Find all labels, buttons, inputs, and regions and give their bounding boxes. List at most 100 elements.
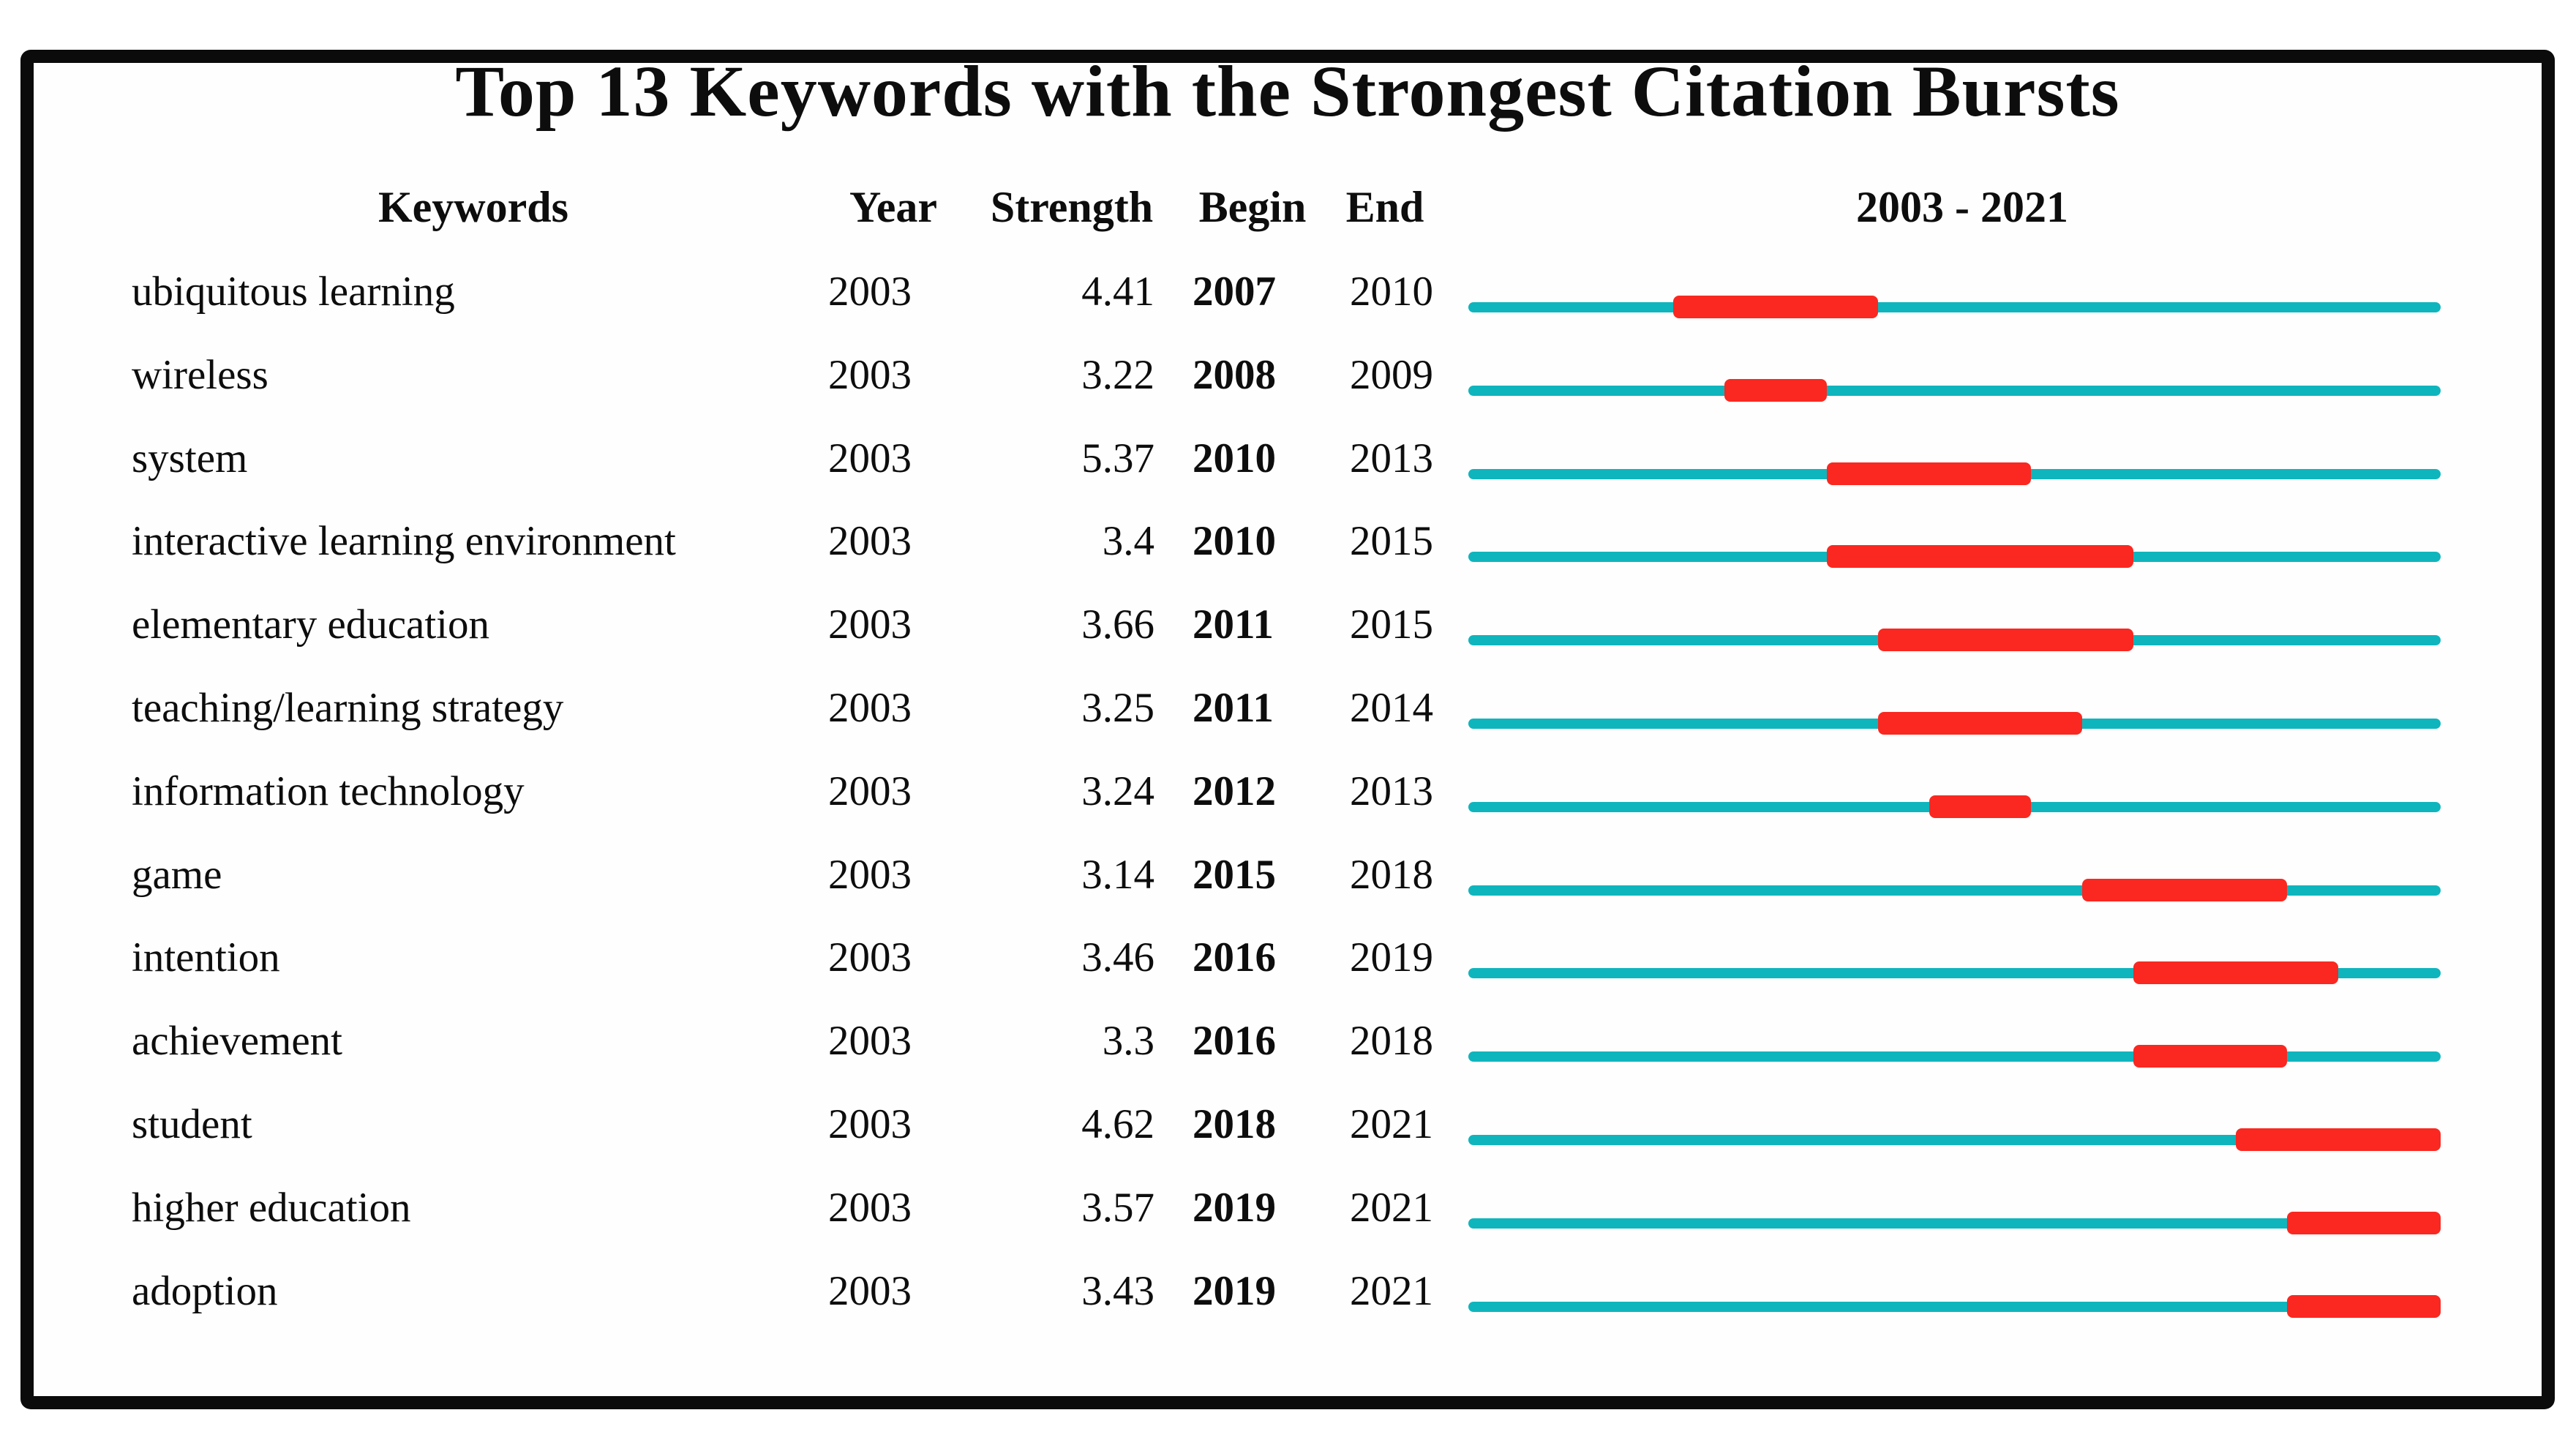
keyword-label: wireless	[132, 351, 269, 398]
timeline-baseline-bar	[1468, 1301, 2441, 1312]
year-value: 2003	[828, 601, 912, 648]
timeline-track	[1468, 1084, 2441, 1166]
year-value: 2003	[828, 1101, 912, 1147]
keyword-label: game	[132, 851, 222, 898]
column-header-end: End	[1345, 183, 1424, 231]
timeline-track	[1468, 334, 2441, 416]
chart-title: Top 13 Keywords with the Strongest Citat…	[455, 50, 2120, 132]
table-row: information technology 2003 3.24 2012 20…	[0, 751, 2576, 833]
timeline-track	[1468, 834, 2441, 916]
citation-burst-bar	[2133, 961, 2339, 985]
year-value: 2003	[828, 269, 912, 315]
citation-burst-bar	[1724, 378, 1827, 402]
begin-year-value: 2019	[1193, 1267, 1276, 1314]
table-row: achievement 2003 3.3 2016 2018	[0, 1000, 2576, 1082]
citation-burst-bar	[1877, 712, 2083, 735]
begin-year-value: 2008	[1193, 351, 1276, 398]
table-row: intention 2003 3.46 2016 2019	[0, 917, 2576, 999]
citation-burst-bar	[1826, 462, 2032, 485]
begin-year-value: 2015	[1193, 851, 1276, 898]
begin-year-value: 2012	[1193, 768, 1276, 814]
strength-value: 3.66	[1081, 601, 1154, 648]
begin-year-value: 2007	[1193, 269, 1276, 315]
table-row: wireless 2003 3.22 2008 2009	[0, 334, 2576, 416]
timeline-track	[1468, 500, 2441, 582]
citation-burst-bar	[2133, 1045, 2288, 1068]
end-year-value: 2018	[1350, 851, 1433, 898]
keyword-label: elementary education	[132, 601, 490, 648]
keyword-label: system	[132, 435, 248, 481]
citation-burst-bar	[1826, 545, 2134, 569]
year-value: 2003	[828, 768, 912, 814]
begin-year-value: 2011	[1193, 685, 1274, 731]
end-year-value: 2015	[1350, 601, 1433, 648]
year-value: 2003	[828, 518, 912, 565]
timeline-track	[1468, 1250, 2441, 1332]
strength-value: 5.37	[1081, 435, 1154, 481]
timeline-track	[1468, 251, 2441, 333]
table-row: interactive learning environment 2003 3.…	[0, 500, 2576, 582]
year-value: 2003	[828, 851, 912, 898]
begin-year-value: 2010	[1193, 518, 1276, 565]
table-row: higher education 2003 3.57 2019 2021	[0, 1167, 2576, 1249]
strength-value: 3.46	[1081, 934, 1154, 981]
timeline-baseline-bar	[1468, 1051, 2441, 1062]
citation-burst-bar	[1929, 795, 2032, 818]
year-value: 2003	[828, 351, 912, 398]
begin-year-value: 2016	[1193, 934, 1276, 981]
begin-year-value: 2016	[1193, 1018, 1276, 1065]
strength-value: 4.41	[1081, 269, 1154, 315]
keyword-label: teaching/learning strategy	[132, 685, 564, 731]
strength-value: 4.62	[1081, 1101, 1154, 1147]
keyword-label: ubiquitous learning	[132, 269, 455, 315]
citation-burst-bar	[2236, 1128, 2441, 1151]
timeline-track	[1468, 917, 2441, 999]
column-header-year: Year	[849, 183, 937, 231]
year-value: 2003	[828, 934, 912, 981]
keyword-label: achievement	[132, 1018, 343, 1065]
column-header-begin: Begin	[1198, 183, 1307, 231]
end-year-value: 2010	[1350, 269, 1433, 315]
year-value: 2003	[828, 685, 912, 731]
strength-value: 3.14	[1081, 851, 1154, 898]
year-value: 2003	[828, 1018, 912, 1065]
citation-burst-bar	[1672, 296, 1878, 318]
timeline-track	[1468, 418, 2441, 500]
timeline-track	[1468, 1167, 2441, 1249]
strength-value: 3.4	[1102, 518, 1154, 565]
strength-value: 3.43	[1081, 1267, 1154, 1314]
year-value: 2003	[828, 1184, 912, 1231]
keyword-label: student	[132, 1101, 252, 1147]
timeline-track	[1468, 667, 2441, 749]
timeline-baseline-bar	[1468, 1218, 2441, 1229]
table-row: ubiquitous learning 2003 4.41 2007 2010	[0, 251, 2576, 333]
strength-value: 3.57	[1081, 1184, 1154, 1231]
end-year-value: 2014	[1350, 685, 1433, 731]
end-year-value: 2013	[1350, 768, 1433, 814]
begin-year-value: 2019	[1193, 1184, 1276, 1231]
citation-burst-bar	[1877, 629, 2134, 652]
strength-value: 3.24	[1081, 768, 1154, 814]
citation-burst-bar	[2082, 878, 2288, 901]
table-row: adoption 2003 3.43 2019 2021	[0, 1250, 2576, 1332]
table-row: elementary education 2003 3.66 2011 2015	[0, 584, 2576, 666]
timeline-baseline-bar	[1468, 302, 2441, 312]
end-year-value: 2015	[1350, 518, 1433, 565]
keyword-label: higher education	[132, 1184, 411, 1231]
timeline-baseline-bar	[1468, 885, 2441, 896]
end-year-value: 2021	[1350, 1267, 1433, 1314]
end-year-value: 2021	[1350, 1101, 1433, 1147]
keyword-label: interactive learning environment	[132, 518, 676, 565]
end-year-value: 2013	[1350, 435, 1433, 481]
table-row: system 2003 5.37 2010 2013	[0, 418, 2576, 500]
column-header-keywords: Keywords	[378, 183, 568, 231]
timeline-track	[1468, 1000, 2441, 1082]
strength-value: 3.25	[1081, 685, 1154, 731]
begin-year-value: 2010	[1193, 435, 1276, 481]
keyword-label: information technology	[132, 768, 525, 814]
timeline-range-header: 2003 - 2021	[1856, 183, 2068, 231]
begin-year-value: 2018	[1193, 1101, 1276, 1147]
year-value: 2003	[828, 435, 912, 481]
year-value: 2003	[828, 1267, 912, 1314]
